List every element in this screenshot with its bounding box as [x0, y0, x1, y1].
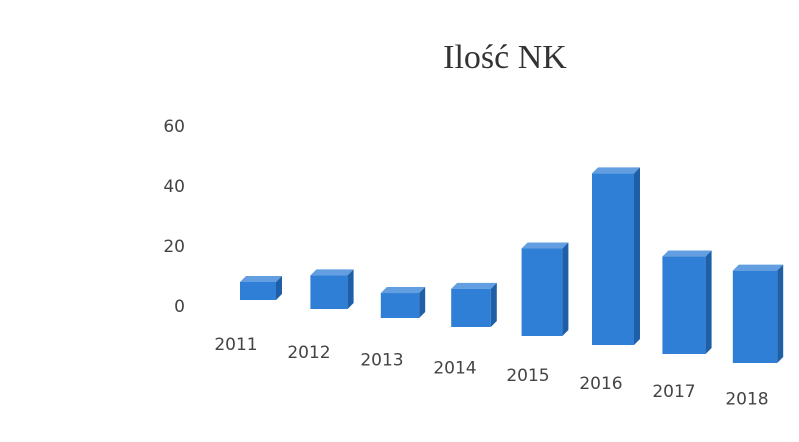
bar-top: [592, 167, 640, 174]
y-tick-label: 20: [163, 237, 185, 257]
x-tick-label: 2016: [579, 374, 622, 394]
bar: [451, 288, 491, 327]
bar-top: [732, 264, 784, 271]
bar-side: [419, 287, 426, 318]
y-tick-label: 60: [163, 117, 185, 137]
bar-top: [310, 269, 354, 276]
x-tick-label: 2013: [360, 351, 403, 371]
bar-top: [240, 276, 282, 282]
bar: [592, 173, 634, 345]
bar-side: [634, 167, 640, 345]
bar: [240, 282, 276, 300]
y-tick-label: 40: [163, 177, 185, 197]
bar-top: [662, 250, 712, 257]
y-tick-label: 0: [174, 297, 185, 317]
bar-top: [380, 287, 426, 294]
bar-side: [276, 276, 282, 300]
x-tick-label: 2018: [725, 390, 768, 410]
bar: [662, 256, 706, 354]
x-tick-label: 2014: [433, 358, 476, 378]
bar-side: [347, 269, 354, 309]
x-tick-label: 2015: [506, 366, 549, 386]
bar-side: [777, 264, 784, 363]
bar-top: [521, 242, 569, 249]
bar-top: [451, 282, 497, 289]
bar: [732, 270, 778, 363]
bar-side: [562, 242, 569, 336]
x-tick-label: 2012: [287, 343, 330, 363]
bar-side: [490, 282, 497, 327]
x-tick-label: 2011: [214, 335, 257, 355]
bar: [380, 293, 420, 318]
bar-side: [705, 250, 712, 354]
bar: [521, 248, 563, 336]
x-tick-label: 2017: [652, 382, 695, 402]
bar: [310, 275, 348, 309]
chart-title: Ilość NK: [443, 39, 567, 76]
